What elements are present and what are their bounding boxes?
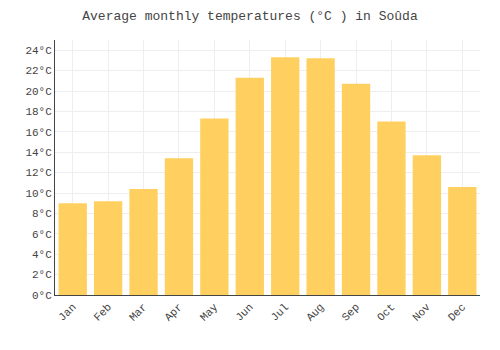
svg-text:22°C: 22°C bbox=[25, 65, 52, 77]
svg-text:6°C: 6°C bbox=[32, 229, 52, 241]
svg-text:Oct: Oct bbox=[375, 301, 397, 323]
svg-text:16°C: 16°C bbox=[25, 127, 52, 139]
svg-text:Dec: Dec bbox=[446, 301, 468, 323]
svg-text:Apr: Apr bbox=[162, 301, 184, 323]
svg-text:Jan: Jan bbox=[56, 301, 78, 323]
svg-text:Jul: Jul bbox=[269, 301, 291, 323]
svg-text:2°C: 2°C bbox=[32, 269, 52, 281]
svg-text:12°C: 12°C bbox=[25, 167, 52, 179]
svg-text:18°C: 18°C bbox=[25, 106, 52, 118]
svg-text:14°C: 14°C bbox=[25, 147, 52, 159]
svg-text:0°C: 0°C bbox=[32, 290, 52, 302]
svg-text:10°C: 10°C bbox=[25, 188, 52, 200]
svg-text:Feb: Feb bbox=[92, 301, 114, 323]
svg-text:20°C: 20°C bbox=[25, 86, 52, 98]
svg-text:Sep: Sep bbox=[340, 301, 362, 323]
svg-text:Jun: Jun bbox=[233, 301, 255, 323]
svg-text:24°C: 24°C bbox=[25, 45, 52, 57]
svg-text:8°C: 8°C bbox=[32, 208, 52, 220]
svg-text:Mar: Mar bbox=[127, 301, 149, 323]
svg-text:May: May bbox=[198, 301, 221, 324]
svg-text:Aug: Aug bbox=[304, 301, 326, 323]
svg-text:Average monthly temperatures (: Average monthly temperatures (°C ) in So… bbox=[82, 9, 418, 24]
svg-text:Nov: Nov bbox=[410, 301, 433, 324]
svg-text:4°C: 4°C bbox=[32, 249, 52, 261]
